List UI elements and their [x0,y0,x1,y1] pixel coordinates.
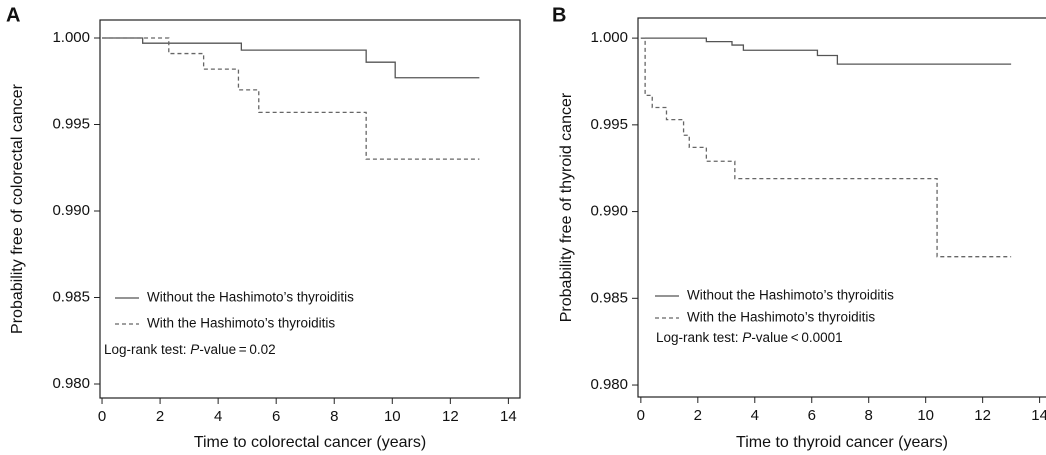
panel: B 1.000 0.995 0.990 0.985 0.980 0 2 4 6 8 10 12 14 Tim… [552,4,1046,451]
y-tick-label: 0.995 [590,116,628,133]
annotation-text: Log-rank test: [656,330,742,345]
x-tick-label: 14 [500,408,517,425]
annotation-text: -value < 0.0001 [751,330,842,345]
x-axis-label: Time to colorectal cancer (years) [194,434,426,451]
y-tick-label: 0.985 [52,288,90,305]
plot-frame [637,17,1046,398]
x-tick-label: 12 [974,407,991,424]
x-tick-label: 10 [384,408,401,425]
annotation-text: -value = 0.02 [199,342,275,357]
legend-label: With the Hashimoto’s thyroiditis [147,316,335,331]
panel: A 1.000 0.995 0.990 0.985 0.980 0 2 4 6 8 10 12 14 Tim… [6,4,521,451]
annotation-text: Log-rank test: [104,342,190,357]
x-tick-label: 8 [330,408,338,425]
plot-frame [99,19,521,399]
x-tick-label: 0 [637,407,645,424]
annotation: Log-rank test: P-value = 0.02 [104,342,276,357]
x-tick-label: 8 [865,407,873,424]
legend-label: Without the Hashimoto’s thyroiditis [687,288,894,303]
y-tick-label: 1.000 [52,29,90,46]
x-tick-label: 4 [751,407,759,424]
x-tick-label: 4 [214,408,222,425]
x-axis-label: Time to thyroid cancer (years) [736,434,948,451]
y-tick-label: 1.000 [590,29,628,46]
panel-label: B [552,4,566,26]
x-tick-label: 6 [272,408,280,425]
y-tick-label: 0.995 [52,115,90,132]
annotation: Log-rank test: P-value < 0.0001 [656,330,843,345]
y-tick-label: 0.980 [590,376,628,393]
y-axis-label: Probability free of thyroid cancer [558,92,575,322]
km-curve [640,37,1012,258]
y-tick-label: 0.990 [52,202,90,219]
x-tick-label: 12 [442,408,459,425]
y-tick-label: 0.990 [590,203,628,220]
x-tick-label: 2 [694,407,702,424]
x-tick-label: 0 [98,408,106,425]
panel-label: A [6,4,20,26]
km-curve [102,37,480,79]
x-tick-label: 6 [808,407,816,424]
y-tick-label: 0.985 [590,289,628,306]
x-tick-label: 14 [1031,407,1046,424]
legend-label: With the Hashimoto’s thyroiditis [687,310,875,325]
x-tick-label: 2 [156,408,164,425]
annotation-text: P [742,330,751,345]
km-curve [640,37,1012,65]
x-tick-label: 10 [917,407,934,424]
legend-label: Without the Hashimoto’s thyroiditis [147,290,354,305]
km-curve [102,37,480,160]
annotation-text: P [190,342,199,357]
y-tick-label: 0.980 [52,375,90,392]
y-axis-label: Probability free of colorectal cancer [9,83,26,334]
